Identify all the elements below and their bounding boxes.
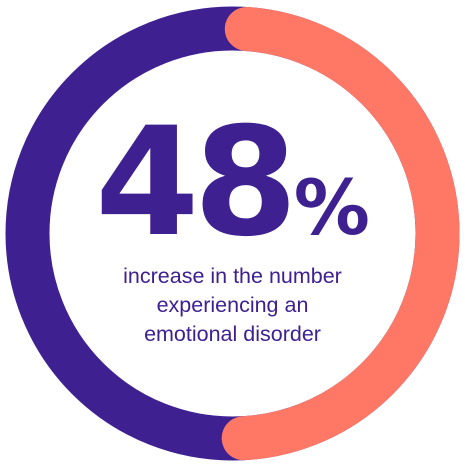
donut-slice-highlight [5,6,460,461]
